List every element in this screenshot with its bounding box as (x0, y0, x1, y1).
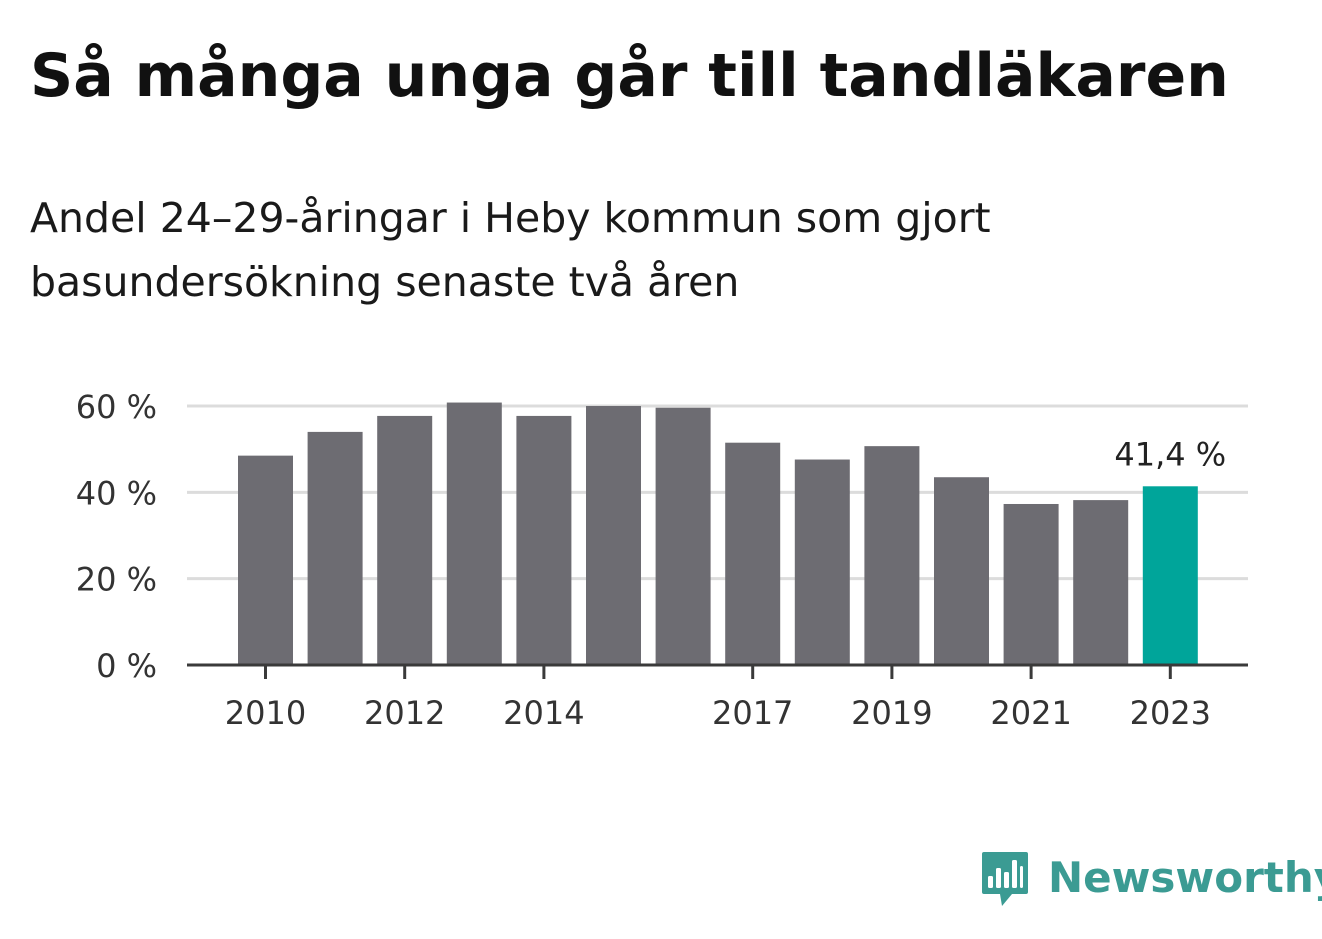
y-tick-label: 40 % (76, 474, 157, 512)
bar-2015 (586, 406, 641, 665)
brand-name: Newsworthy (1048, 852, 1322, 902)
bar-2019 (864, 446, 920, 665)
y-tick-label: 0 % (96, 647, 157, 685)
bar-2016 (655, 407, 711, 665)
x-tick-label: 2021 (990, 694, 1071, 732)
y-tick-label: 20 % (76, 561, 157, 599)
bar-2020 (934, 477, 989, 665)
newsworthy-logo: Newsworthy (980, 850, 1322, 910)
gridlines (187, 404, 1248, 581)
bar-2021 (1003, 503, 1059, 665)
bar-2013 (446, 402, 502, 665)
bar-2022 (1073, 500, 1129, 665)
y-tick-label: 60 % (76, 388, 157, 426)
bar-2011 (307, 431, 363, 665)
bar-2023 (1142, 486, 1198, 665)
x-tick-label: 2014 (503, 694, 584, 732)
bars (238, 402, 1198, 665)
bar-value-label: 41,4 % (1114, 435, 1226, 473)
x-tick-label: 2023 (1130, 694, 1211, 732)
labels: 0 % 20 % 40 % 60 % 41,4 % 2010 2012 2014 2017 201… (76, 388, 1227, 732)
x-axis (187, 663, 1248, 679)
chart-subtitle: Andel 24–29-åringar i Heby kommun som gj… (30, 194, 991, 306)
bar-2012 (377, 415, 433, 665)
bar-2014 (516, 415, 572, 665)
newsworthy-logo-icon (982, 852, 1028, 906)
bar-2017 (725, 442, 781, 665)
x-tick-label: 2012 (364, 694, 445, 732)
chart-title: Så många unga går till tandläkaren (30, 41, 1229, 111)
x-tick-label: 2010 (225, 694, 306, 732)
bar-2010 (238, 455, 293, 665)
x-tick-label: 2017 (712, 694, 793, 732)
bar-2018 (794, 459, 850, 665)
x-tick-label: 2019 (851, 694, 932, 732)
